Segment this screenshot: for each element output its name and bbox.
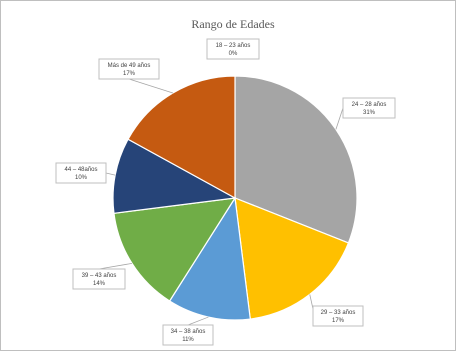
leader-line-39-43-a-os (98, 262, 133, 270)
data-label-value: 17% (123, 71, 136, 77)
data-label-box (72, 268, 126, 290)
pie-slice-34-38-a-os (168, 196, 251, 321)
data-label-box (342, 97, 396, 119)
data-label-category: 29 – 33 años (321, 310, 356, 316)
data-label-value: 31% (363, 110, 376, 116)
chart-title: Rango de Edades (191, 17, 275, 31)
data-label-39-43-a-os: 39 – 43 años 14% (72, 268, 126, 290)
pie-slice-29-33-a-os (234, 197, 350, 320)
data-label-box (98, 58, 160, 80)
leader-lines (98, 78, 344, 326)
leader-line-44-48a-os (105, 172, 116, 176)
data-label-value: 14% (93, 281, 106, 287)
data-label-box (206, 38, 260, 60)
data-label-category: 39 – 43 años (82, 273, 117, 279)
leader-line-m-s-de-49-a-os (128, 78, 174, 94)
data-label-value: 0% (229, 51, 238, 57)
data-label-29-33-a-os: 29 – 33 años 17% (312, 305, 364, 327)
data-label-category: 18 – 23 años (216, 43, 251, 49)
data-label-value: 11% (182, 337, 194, 343)
data-label-44-48a-os: 44 – 48años 10% (55, 162, 107, 184)
data-label-18-23-a-os: 18 – 23 años 0% (206, 38, 260, 60)
data-label-34-38-a-os: 34 – 38 años 11% (162, 324, 214, 346)
data-label-24-28-a-os: 24 – 28 años 31% (342, 97, 396, 119)
leader-line-34-38-a-os (187, 316, 209, 326)
data-label-category: Más de 49 años (108, 63, 151, 69)
data-label-category: 44 – 48años (64, 167, 97, 173)
pie-slice-m-s-de-49-a-os (127, 75, 236, 200)
data-label-box (312, 305, 364, 327)
data-label-box (55, 162, 107, 184)
pie-slices (112, 75, 358, 321)
leader-line-24-28-a-os (335, 107, 344, 130)
pie-slice-44-48a-os (112, 138, 237, 214)
leader-line-29-33-a-os (309, 294, 314, 310)
data-label-m-s-de-49-a-os: Más de 49 años 17% (98, 58, 160, 80)
data-label-value: 10% (75, 175, 88, 181)
data-label-category: 24 – 28 años (352, 102, 387, 108)
data-label-value: 17% (332, 318, 345, 324)
data-label-box (162, 324, 214, 346)
data-label-category: 34 – 38 años (171, 329, 206, 335)
data-labels: 18 – 23 años 0% 24 – 28 años 31% 29 – 33 año… (55, 38, 396, 346)
